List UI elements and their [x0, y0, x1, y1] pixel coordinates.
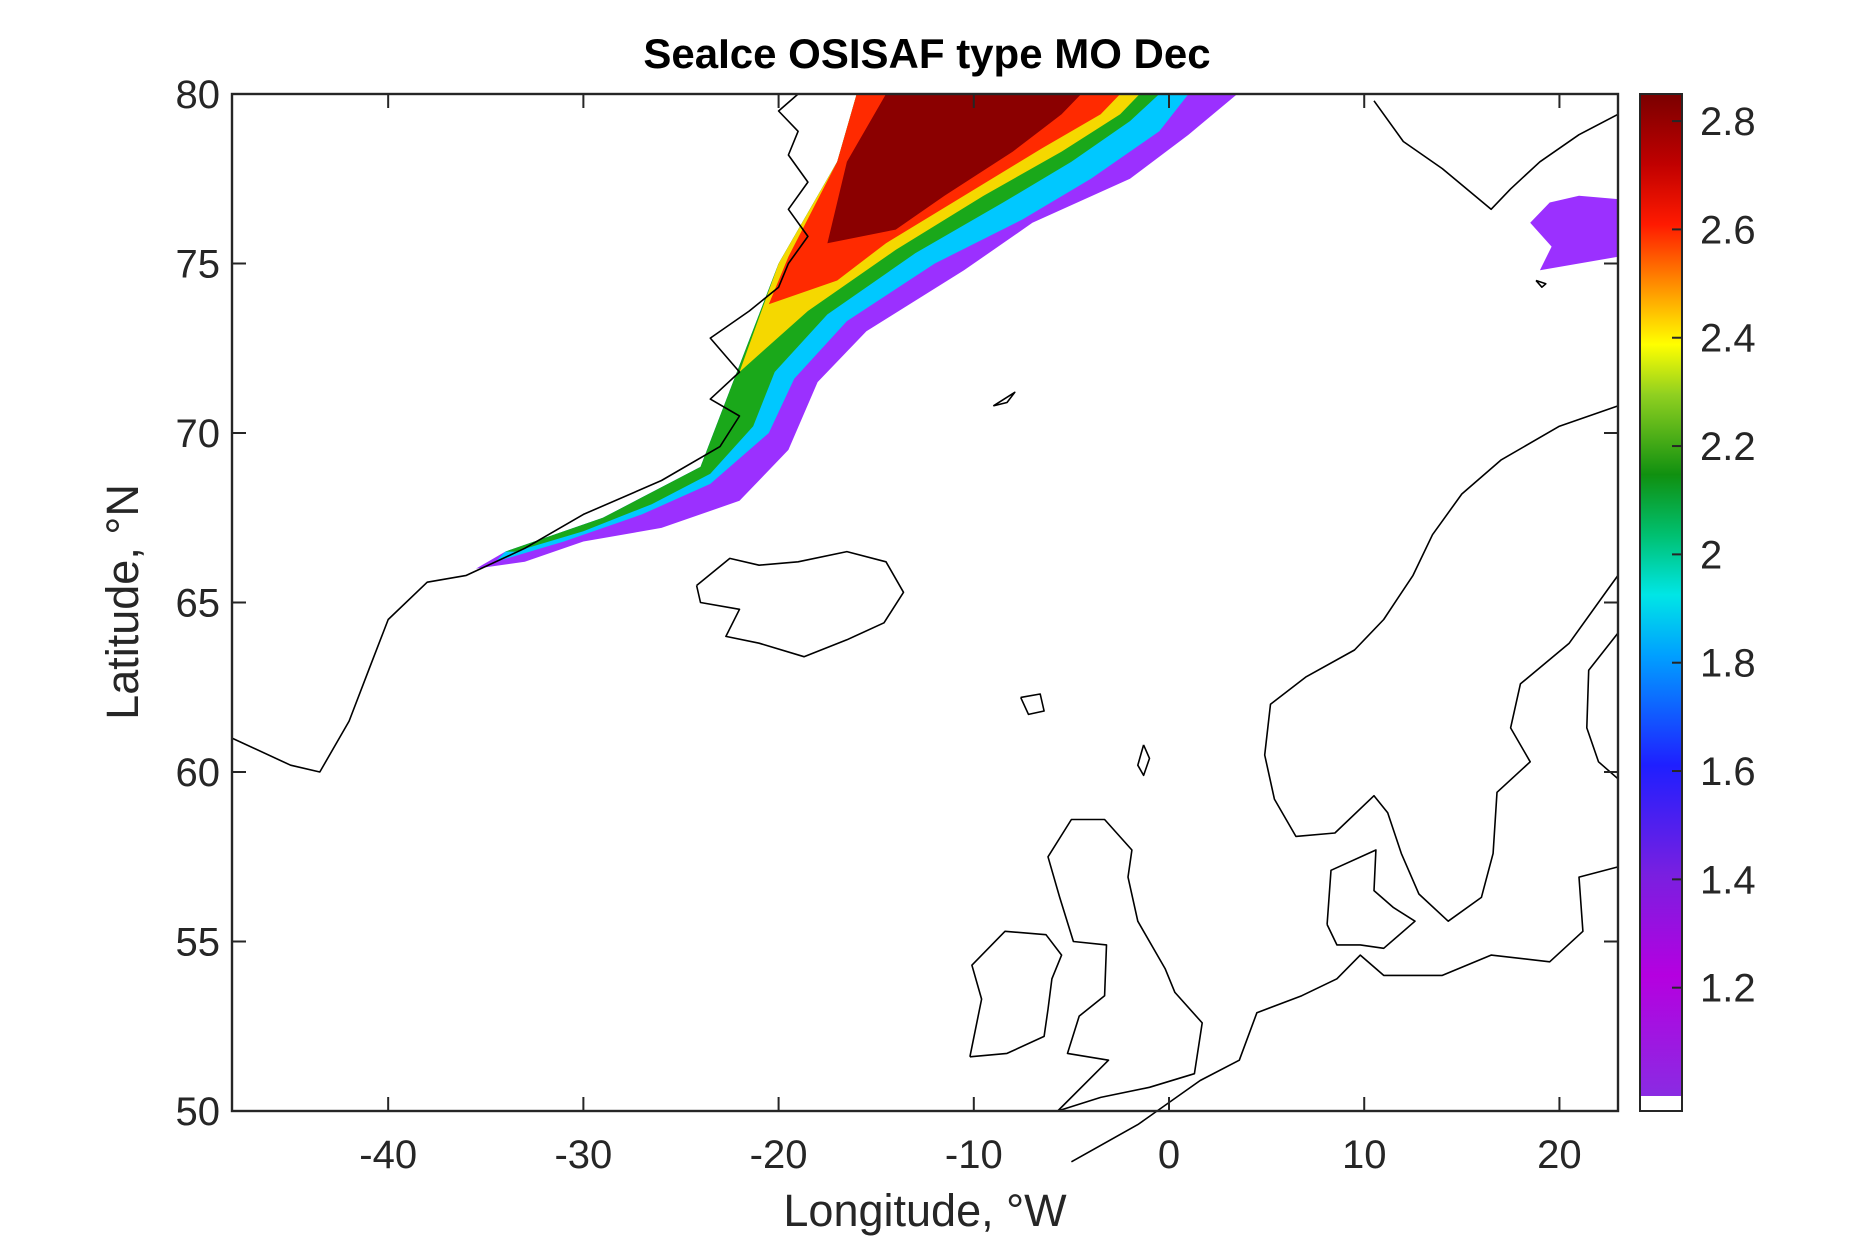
y-tick-label: 80 [176, 73, 221, 117]
greenland-coast [231, 93, 809, 773]
y-tick-label: 70 [176, 412, 221, 456]
x-tick-label: 20 [1537, 1133, 1582, 1177]
britain-coast [1047, 818, 1203, 1112]
colorbar-tick-label: 1.8 [1700, 642, 1756, 686]
x-axis-label: Longitude, °W [783, 1185, 1067, 1236]
scandinavia-coast [1263, 405, 1619, 922]
janmayen-coast [992, 391, 1016, 407]
ice-band-0 [476, 94, 1238, 569]
x-axis-ticks: -40 -30 -20 -10 0 10 20 [359, 94, 1582, 1177]
faroe-coast [1019, 693, 1045, 716]
ice-band-6 [1530, 195, 1618, 271]
colorbar-tick-label: 2.4 [1700, 317, 1756, 361]
y-axis-label: Latitude, °N [97, 484, 148, 720]
colorbar-gradient [1640, 94, 1682, 1096]
y-tick-label: 60 [176, 751, 221, 795]
y-tick-label: 55 [176, 921, 221, 965]
colorbar-tick-label: 1.4 [1700, 858, 1756, 902]
sea-ice-layer [476, 94, 1618, 569]
svalbard-coast [1373, 100, 1619, 211]
colorbar-ticks: 1.2 1.4 1.6 1.8 2 2.2 2.4 2.6 2.8 [1672, 100, 1756, 1011]
ice-band-1 [495, 94, 1189, 562]
denmark-coast [1326, 849, 1416, 950]
x-tick-label: -10 [945, 1133, 1003, 1177]
x-tick-label: 10 [1342, 1133, 1387, 1177]
europe-coast [1071, 866, 1619, 1163]
colorbar-tick-label: 2.2 [1700, 425, 1756, 469]
ireland-coast [969, 930, 1063, 1058]
y-tick-label: 50 [176, 1090, 221, 1134]
map-area [230, 92, 1620, 1163]
x-tick-label: -20 [750, 1133, 808, 1177]
y-axis-ticks: 50 55 60 65 70 75 80 [176, 73, 1618, 1134]
colorbar: 1.2 1.4 1.6 1.8 2 2.2 2.4 2.6 2.8 [1639, 93, 1756, 1112]
chart-title: SeaIce OSISAF type MO Dec [643, 30, 1210, 77]
colorbar-tick-label: 2.6 [1700, 208, 1756, 252]
x-tick-label: -30 [554, 1133, 612, 1177]
colorbar-tick-label: 1.6 [1700, 750, 1756, 794]
colorbar-tick-label: 2 [1700, 533, 1722, 577]
colorbar-nodata-swatch [1640, 1096, 1682, 1111]
colorbar-frame [1639, 93, 1683, 1112]
y-tick-label: 75 [176, 243, 221, 287]
ice-band-5 [827, 94, 1082, 244]
finland-coast [1586, 632, 1619, 780]
colorbar-tick-label: 1.2 [1700, 967, 1756, 1011]
coastlines [231, 93, 1619, 1163]
x-tick-label: -40 [359, 1133, 417, 1177]
iceland-coast [695, 550, 905, 658]
shetland-coast [1137, 744, 1151, 777]
x-tick-label: 0 [1158, 1133, 1180, 1177]
y-tick-label: 65 [176, 582, 221, 626]
colorbar-tick-label: 2.8 [1700, 100, 1756, 144]
bear-island-coast [1535, 279, 1547, 288]
